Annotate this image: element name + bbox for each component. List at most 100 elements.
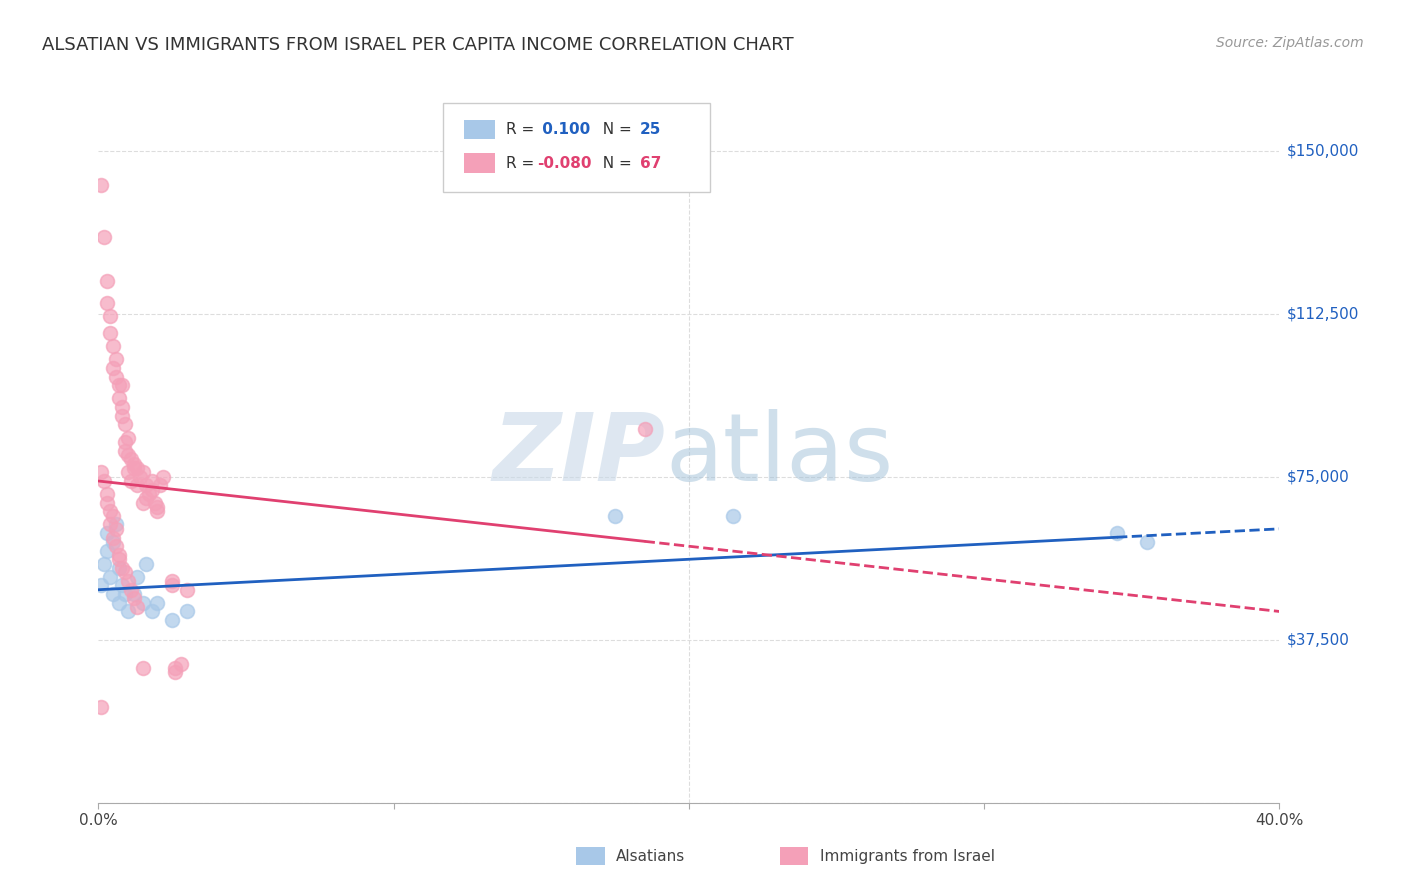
- Text: Immigrants from Israel: Immigrants from Israel: [820, 849, 994, 863]
- Point: [132, 496, 155, 510]
- Text: ALSATIAN VS IMMIGRANTS FROM ISRAEL PER CAPITA INCOME CORRELATION CHART: ALSATIAN VS IMMIGRANTS FROM ISRAEL PER C…: [42, 36, 794, 54]
- Point: [146, 504, 169, 518]
- Point: [114, 587, 136, 601]
- Text: N =: N =: [593, 122, 637, 136]
- Point: [165, 661, 187, 675]
- Point: [96, 526, 118, 541]
- Text: 25: 25: [640, 122, 661, 136]
- Point: [111, 561, 134, 575]
- Point: [176, 605, 198, 619]
- Point: [90, 700, 112, 714]
- Point: [122, 457, 145, 471]
- Text: 0.100: 0.100: [537, 122, 591, 136]
- Point: [103, 361, 125, 376]
- Point: [103, 531, 125, 545]
- Point: [135, 557, 157, 571]
- Point: [152, 469, 174, 483]
- Point: [146, 596, 169, 610]
- Point: [105, 517, 128, 532]
- Text: ZIP: ZIP: [492, 409, 665, 501]
- Point: [125, 478, 148, 492]
- Point: [93, 557, 115, 571]
- Point: [117, 431, 139, 445]
- Point: [120, 582, 142, 597]
- Point: [162, 574, 183, 588]
- Point: [105, 369, 128, 384]
- Point: [141, 483, 163, 497]
- Point: [120, 452, 142, 467]
- Point: [132, 661, 155, 675]
- Text: atlas: atlas: [665, 409, 894, 501]
- Point: [605, 508, 627, 523]
- Point: [96, 543, 118, 558]
- Point: [135, 491, 157, 506]
- Text: N =: N =: [593, 156, 637, 170]
- Point: [108, 552, 131, 566]
- Point: [170, 657, 193, 671]
- Point: [105, 352, 128, 367]
- Point: [1105, 526, 1128, 541]
- Point: [721, 508, 744, 523]
- Point: [111, 400, 134, 414]
- Point: [93, 474, 115, 488]
- Point: [98, 570, 121, 584]
- Point: [176, 582, 198, 597]
- Point: [138, 487, 160, 501]
- Point: [141, 605, 163, 619]
- Point: [108, 548, 131, 562]
- Point: [98, 517, 121, 532]
- Text: $37,500: $37,500: [1286, 632, 1350, 648]
- Point: [1135, 535, 1157, 549]
- Point: [93, 230, 115, 244]
- Point: [128, 469, 150, 483]
- Text: 67: 67: [640, 156, 661, 170]
- Text: Source: ZipAtlas.com: Source: ZipAtlas.com: [1216, 36, 1364, 50]
- Point: [165, 665, 187, 680]
- Point: [125, 461, 148, 475]
- Text: $150,000: $150,000: [1286, 143, 1358, 158]
- Point: [125, 600, 148, 615]
- Point: [111, 378, 134, 392]
- Y-axis label: Per Capita Income: Per Capita Income: [0, 384, 7, 525]
- Point: [146, 500, 169, 514]
- Point: [96, 295, 118, 310]
- Point: [90, 466, 112, 480]
- Point: [633, 422, 655, 436]
- Point: [96, 496, 118, 510]
- Point: [149, 478, 172, 492]
- Point: [162, 578, 183, 592]
- Point: [132, 466, 155, 480]
- Point: [108, 392, 131, 406]
- Point: [122, 461, 145, 475]
- Point: [114, 443, 136, 458]
- Point: [105, 539, 128, 553]
- Point: [125, 570, 148, 584]
- Point: [111, 578, 134, 592]
- Point: [117, 448, 139, 462]
- Point: [132, 596, 155, 610]
- Text: R =: R =: [506, 122, 540, 136]
- Point: [114, 417, 136, 432]
- Text: $75,000: $75,000: [1286, 469, 1350, 484]
- Point: [117, 605, 139, 619]
- Point: [98, 326, 121, 341]
- Text: R =: R =: [506, 156, 540, 170]
- Point: [141, 474, 163, 488]
- Text: -0.080: -0.080: [537, 156, 592, 170]
- Point: [103, 508, 125, 523]
- Point: [114, 434, 136, 449]
- Point: [143, 496, 166, 510]
- Point: [103, 587, 125, 601]
- Point: [90, 578, 112, 592]
- Point: [117, 574, 139, 588]
- Point: [98, 504, 121, 518]
- Point: [103, 339, 125, 353]
- Point: [103, 535, 125, 549]
- Point: [122, 587, 145, 601]
- Point: [114, 566, 136, 580]
- Point: [90, 178, 112, 193]
- Point: [108, 561, 131, 575]
- Point: [96, 487, 118, 501]
- Text: $112,500: $112,500: [1286, 306, 1358, 321]
- Point: [122, 591, 145, 606]
